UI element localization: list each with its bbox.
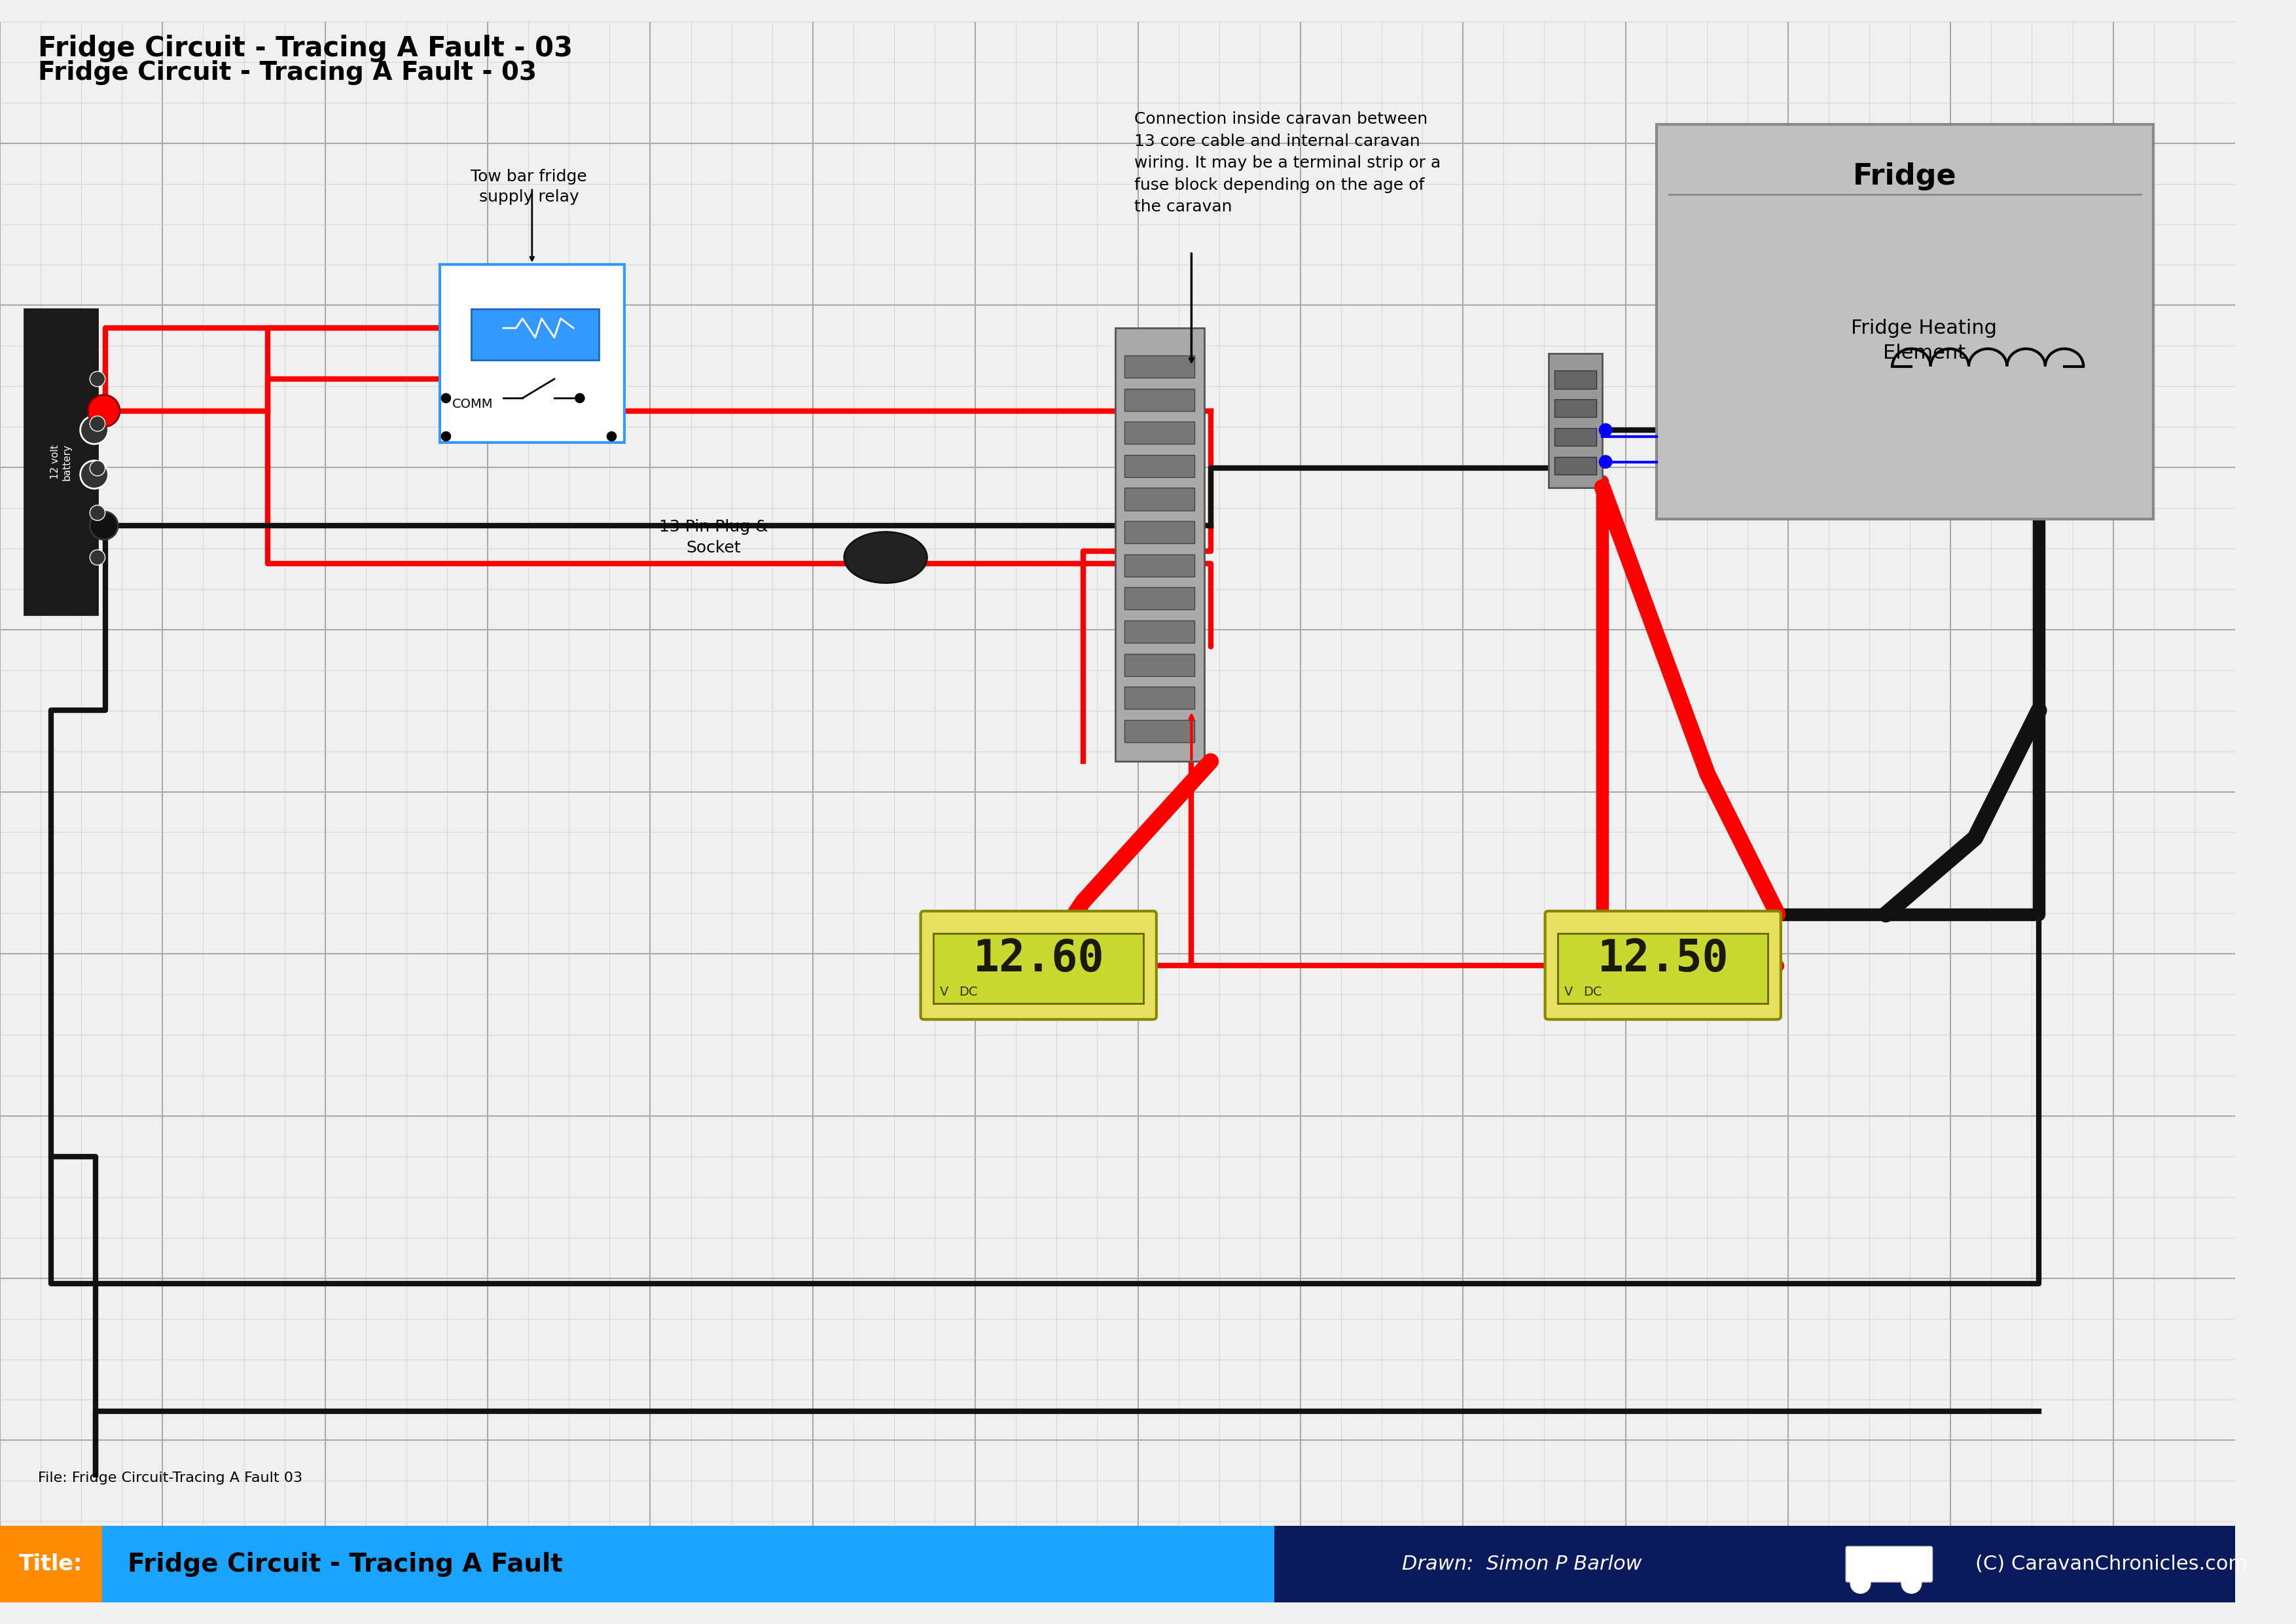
FancyBboxPatch shape	[934, 934, 1143, 1004]
Text: Fridge Heating
Element: Fridge Heating Element	[1851, 318, 1998, 362]
Text: Fridge Circuit - Tracing A Fault - 03: Fridge Circuit - Tracing A Fault - 03	[39, 60, 537, 86]
Circle shape	[90, 505, 106, 520]
Text: Fridge Circuit - Tracing A Fault: Fridge Circuit - Tracing A Fault	[126, 1553, 563, 1577]
Text: Title:: Title:	[18, 1554, 83, 1575]
Text: 12 volt
battery: 12 volt battery	[51, 443, 71, 481]
FancyBboxPatch shape	[439, 265, 625, 443]
FancyBboxPatch shape	[1545, 911, 1782, 1020]
Circle shape	[574, 393, 585, 403]
Circle shape	[441, 393, 450, 403]
Bar	[1554, 370, 1596, 388]
Text: COMM: COMM	[452, 398, 494, 411]
Bar	[1125, 588, 1194, 609]
Text: DC: DC	[1584, 986, 1603, 999]
Circle shape	[87, 395, 119, 427]
Bar	[1125, 687, 1194, 710]
Circle shape	[1600, 455, 1612, 468]
FancyBboxPatch shape	[1846, 1546, 1933, 1582]
Text: V: V	[939, 986, 948, 999]
Text: Tow bar fridge
supply relay: Tow bar fridge supply relay	[471, 169, 588, 205]
Bar	[1125, 620, 1194, 643]
Ellipse shape	[845, 533, 928, 583]
Circle shape	[90, 416, 106, 432]
Circle shape	[90, 461, 106, 476]
Circle shape	[90, 372, 106, 387]
Bar	[0, 1527, 101, 1603]
Text: Fridge Circuit - Tracing A Fault - 03: Fridge Circuit - Tracing A Fault - 03	[39, 36, 574, 62]
Text: Drawn:  Simon P Barlow: Drawn: Simon P Barlow	[1401, 1554, 1642, 1574]
FancyBboxPatch shape	[1655, 123, 2154, 520]
Text: 12.50: 12.50	[1598, 937, 1729, 981]
Text: 12.60: 12.60	[974, 937, 1104, 981]
Bar	[1274, 1527, 2234, 1603]
Circle shape	[80, 461, 108, 489]
Bar	[1125, 388, 1194, 411]
Text: 13 Pin Plug &
Socket: 13 Pin Plug & Socket	[659, 520, 769, 555]
Circle shape	[1600, 424, 1612, 437]
Bar	[1554, 400, 1596, 417]
Circle shape	[90, 551, 106, 565]
FancyBboxPatch shape	[921, 911, 1157, 1020]
Bar	[1125, 422, 1194, 443]
Circle shape	[1851, 1574, 1869, 1593]
FancyBboxPatch shape	[1116, 328, 1203, 762]
FancyBboxPatch shape	[1557, 934, 1768, 1004]
Bar	[1125, 554, 1194, 577]
Bar	[0, 1527, 1274, 1603]
FancyBboxPatch shape	[1548, 354, 1603, 487]
Circle shape	[90, 512, 117, 539]
Circle shape	[80, 416, 108, 443]
Circle shape	[606, 432, 618, 442]
Bar	[1125, 521, 1194, 544]
Text: Fridge: Fridge	[1853, 162, 1956, 190]
Text: File: Fridge Circuit-Tracing A Fault 03: File: Fridge Circuit-Tracing A Fault 03	[39, 1471, 303, 1484]
Circle shape	[441, 432, 450, 442]
Bar	[1554, 429, 1596, 447]
Circle shape	[1901, 1574, 1922, 1593]
Bar	[1125, 356, 1194, 378]
FancyBboxPatch shape	[25, 309, 96, 615]
Text: V: V	[1564, 986, 1573, 999]
Text: (C) CaravanChronicles.com: (C) CaravanChronicles.com	[1975, 1554, 2248, 1574]
Bar	[1554, 456, 1596, 474]
FancyBboxPatch shape	[471, 309, 599, 361]
Bar	[1125, 653, 1194, 676]
Bar	[1125, 719, 1194, 742]
Text: DC: DC	[960, 986, 978, 999]
Bar	[1125, 487, 1194, 510]
Bar	[1125, 455, 1194, 477]
Text: Connection inside caravan between
13 core cable and internal caravan
wiring. It : Connection inside caravan between 13 cor…	[1134, 112, 1440, 214]
